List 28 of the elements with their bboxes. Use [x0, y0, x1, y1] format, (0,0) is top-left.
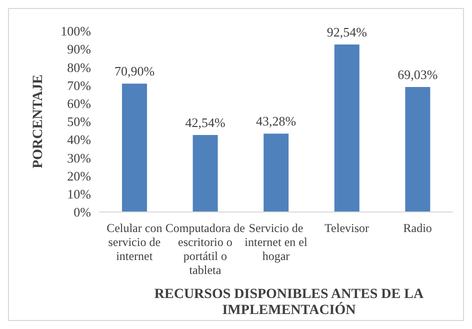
bar [192, 135, 218, 212]
bar [264, 134, 289, 212]
x-tick-label: Celular con servicio de internet [106, 221, 162, 263]
y-tick-label: 100% [60, 24, 92, 39]
data-label: 42,54% [185, 115, 226, 130]
y-tick-label: 10% [67, 186, 92, 202]
y-tick-label: 80% [67, 60, 92, 75]
y-axis-title: PORCENTAJE [30, 74, 46, 168]
x-tick-label: Televisor [324, 221, 370, 235]
data-label: 70,90% [114, 64, 155, 79]
bar [405, 87, 430, 212]
data-label: 69,03% [398, 67, 438, 82]
x-tick-label: Servicio de internet en el hogar [244, 221, 308, 263]
x-axis-title: RECURSOS DISPONIBLES ANTES DE LA IMPLEMENTACIÓN [153, 287, 425, 319]
y-tick-label: 20% [67, 168, 92, 184]
y-tick-label: 60% [67, 96, 92, 112]
x-tick-label: Computadora de escritorio o portátil o tableta [165, 221, 246, 277]
y-tick-label: 50% [67, 114, 92, 130]
y-tick-label: 0% [74, 204, 92, 220]
bar [122, 84, 147, 212]
data-label: 43,28% [256, 114, 296, 129]
y-tick-label: 30% [67, 150, 92, 166]
bar [334, 44, 360, 212]
y-tick-label: 90% [67, 42, 92, 57]
data-label: 92,54% [326, 24, 368, 40]
y-tick-label: 70% [67, 78, 92, 93]
y-tick-label: 40% [67, 132, 92, 148]
x-tick-label: Radio [403, 221, 432, 235]
